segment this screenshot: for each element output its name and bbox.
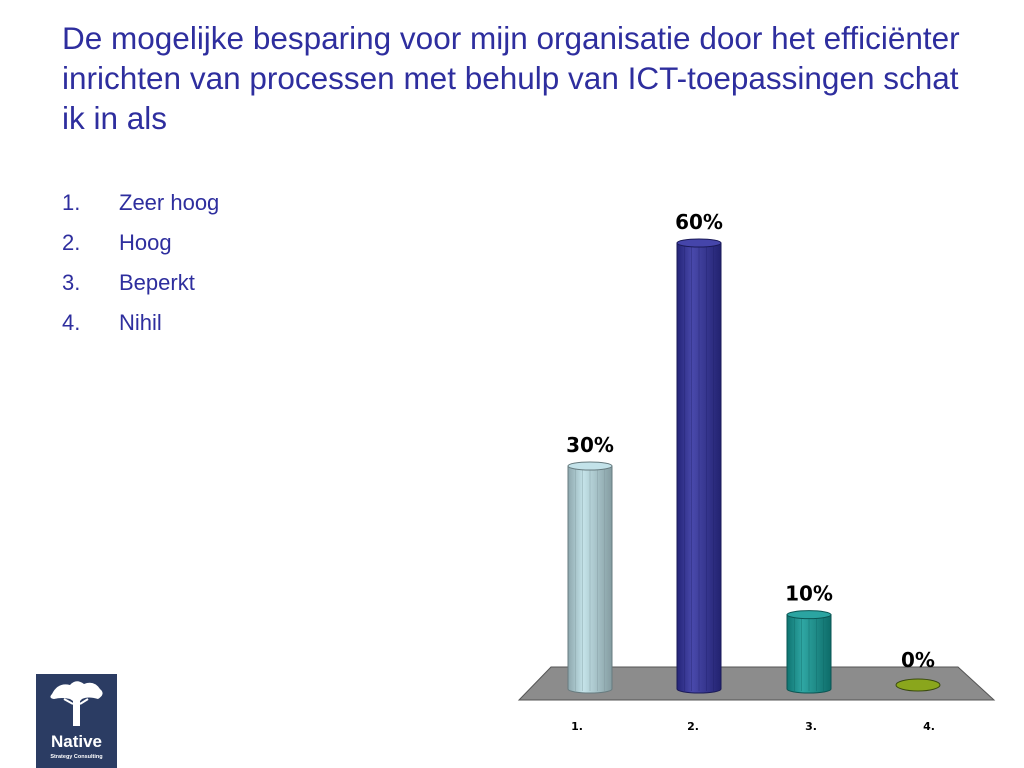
x-tick-label: 1. [571,720,583,733]
option-number: 4. [62,310,81,335]
x-tick-label: 4. [923,720,935,733]
answer-option: 2. Hoog [62,226,219,266]
option-number: 1. [62,190,81,215]
bar-1-top [567,461,613,471]
option-number: 3. [62,270,81,295]
tree-icon [50,681,103,726]
slide-title: De mogelijke besparing voor mijn organis… [62,20,960,136]
option-number: 2. [62,230,81,255]
x-tick-label: 3. [805,720,817,733]
native-logo: Native Strategy Consulting [36,674,117,768]
bar-2-top [676,238,722,248]
logo-name: Native [50,732,103,751]
option-label: Nihil [119,310,162,335]
logo-subtitle: Strategy Consulting [50,754,103,760]
option-label: Hoog [119,230,172,255]
answer-option: 1. Zeer hoog [62,186,219,226]
option-label: Zeer hoog [119,190,220,215]
chart-bars-layer [567,238,941,694]
answer-option: 3. Beperkt [62,266,219,306]
bar-value-label: 60% [675,210,723,234]
chart-labels-layer: 30% 60% 10% 0% [566,210,935,672]
x-tick-label: 2. [687,720,699,733]
bar-value-label: 0% [901,648,935,672]
bar-3-top [786,610,832,620]
bar-value-label: 30% [566,433,614,457]
option-label: Beperkt [119,270,195,295]
bar-value-label: 10% [785,582,833,606]
bar-4 [895,678,941,692]
chart-ticks-layer: 1. 2. 3. 4. [571,720,935,733]
answer-options-list: 1. Zeer hoog 2. Hoog 3. Beperkt 4. Nihil [62,186,219,346]
answer-option: 4. Nihil [62,306,219,346]
